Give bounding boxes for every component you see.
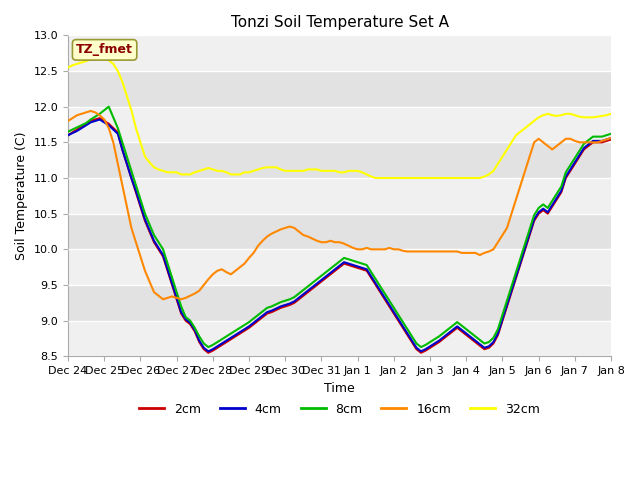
Bar xyxy=(68,214,611,249)
Title: Tonzi Soil Temperature Set A: Tonzi Soil Temperature Set A xyxy=(230,15,449,30)
Bar xyxy=(68,285,611,321)
Bar xyxy=(68,71,611,107)
X-axis label: Time: Time xyxy=(324,382,355,395)
Legend: 2cm, 4cm, 8cm, 16cm, 32cm: 2cm, 4cm, 8cm, 16cm, 32cm xyxy=(134,398,545,420)
Bar xyxy=(68,178,611,214)
Bar xyxy=(68,107,611,143)
Bar xyxy=(68,249,611,285)
Text: TZ_fmet: TZ_fmet xyxy=(76,43,133,56)
Bar xyxy=(68,321,611,356)
Bar xyxy=(68,36,611,71)
Bar xyxy=(68,143,611,178)
Y-axis label: Soil Temperature (C): Soil Temperature (C) xyxy=(15,132,28,260)
